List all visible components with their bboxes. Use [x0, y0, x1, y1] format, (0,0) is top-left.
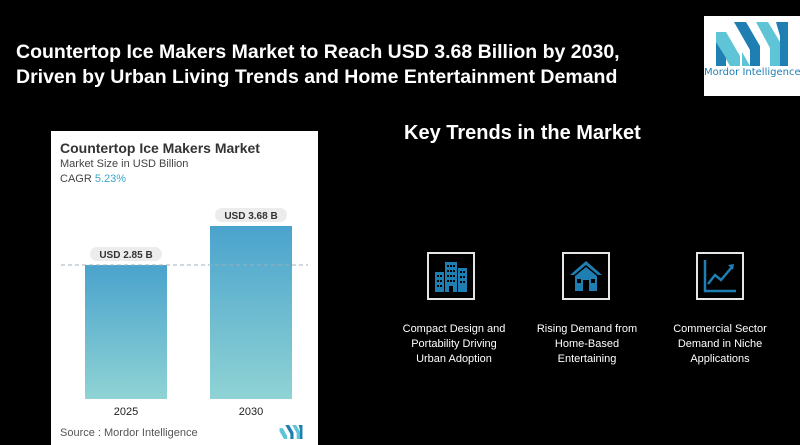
card-cagr: CAGR 5.23% — [60, 173, 126, 185]
card-subtitle: Market Size in USD Billion — [60, 158, 189, 170]
trend-1-line-3: Urban Adoption — [416, 353, 492, 365]
headline-line-2: Driven by Urban Living Trends and Home E… — [16, 66, 618, 88]
trend-2-line-2: Home-Based — [554, 338, 620, 350]
market-card: Countertop Ice Makers Market Market Size… — [51, 131, 318, 445]
buildings-icon — [427, 252, 475, 300]
bar-chart: USD 2.85 B 2025 USD 3.68 B 2030 — [61, 208, 308, 418]
data-label-2025: USD 2.85 B — [99, 250, 152, 261]
line-chart-icon — [696, 252, 744, 300]
source-note: Source : Mordor Intelligence — [60, 427, 198, 439]
cagr-label: CAGR — [60, 173, 92, 185]
headline-line-1: Countertop Ice Makers Market to Reach US… — [16, 41, 620, 63]
trend-3-line-2: Demand in Niche — [677, 338, 763, 350]
data-label-bg-2030 — [215, 208, 287, 222]
house-icon — [562, 252, 610, 300]
bar-2025 — [85, 265, 167, 399]
trend-label-1: Compact Design and Portability Driving U… — [384, 322, 524, 367]
card-title: Countertop Ice Makers Market — [60, 140, 260, 156]
mini-logo-icon — [279, 425, 303, 439]
trend-1-line-1: Compact Design and — [402, 323, 506, 335]
trend-label-3: Commercial Sector Demand in Niche Applic… — [650, 322, 790, 367]
trend-label-2: Rising Demand from Home-Based Entertaini… — [517, 322, 657, 367]
trends-title: Key Trends in the Market — [404, 122, 641, 144]
trend-1-line-2: Portability Driving — [411, 338, 497, 350]
x-tick-2025: 2025 — [114, 406, 138, 418]
trend-3-line-1: Commercial Sector — [673, 323, 767, 335]
mordor-logo: Mordor Intelligence — [704, 16, 800, 96]
bar-2030 — [210, 226, 292, 399]
cagr-value: 5.23% — [94, 173, 127, 185]
x-tick-2030: 2030 — [239, 406, 263, 418]
mordor-logo-icon — [716, 22, 788, 66]
trend-2-line-1: Rising Demand from — [536, 323, 638, 335]
data-label-bg-2025 — [90, 247, 162, 262]
trend-3-line-3: Applications — [690, 353, 750, 365]
headline: Countertop Ice Makers Market to Reach US… — [16, 40, 656, 90]
logo-text: Mordor Intelligence — [704, 67, 800, 78]
trend-2-line-3: Entertaining — [557, 353, 617, 365]
data-label-2030: USD 3.68 B — [224, 211, 277, 222]
